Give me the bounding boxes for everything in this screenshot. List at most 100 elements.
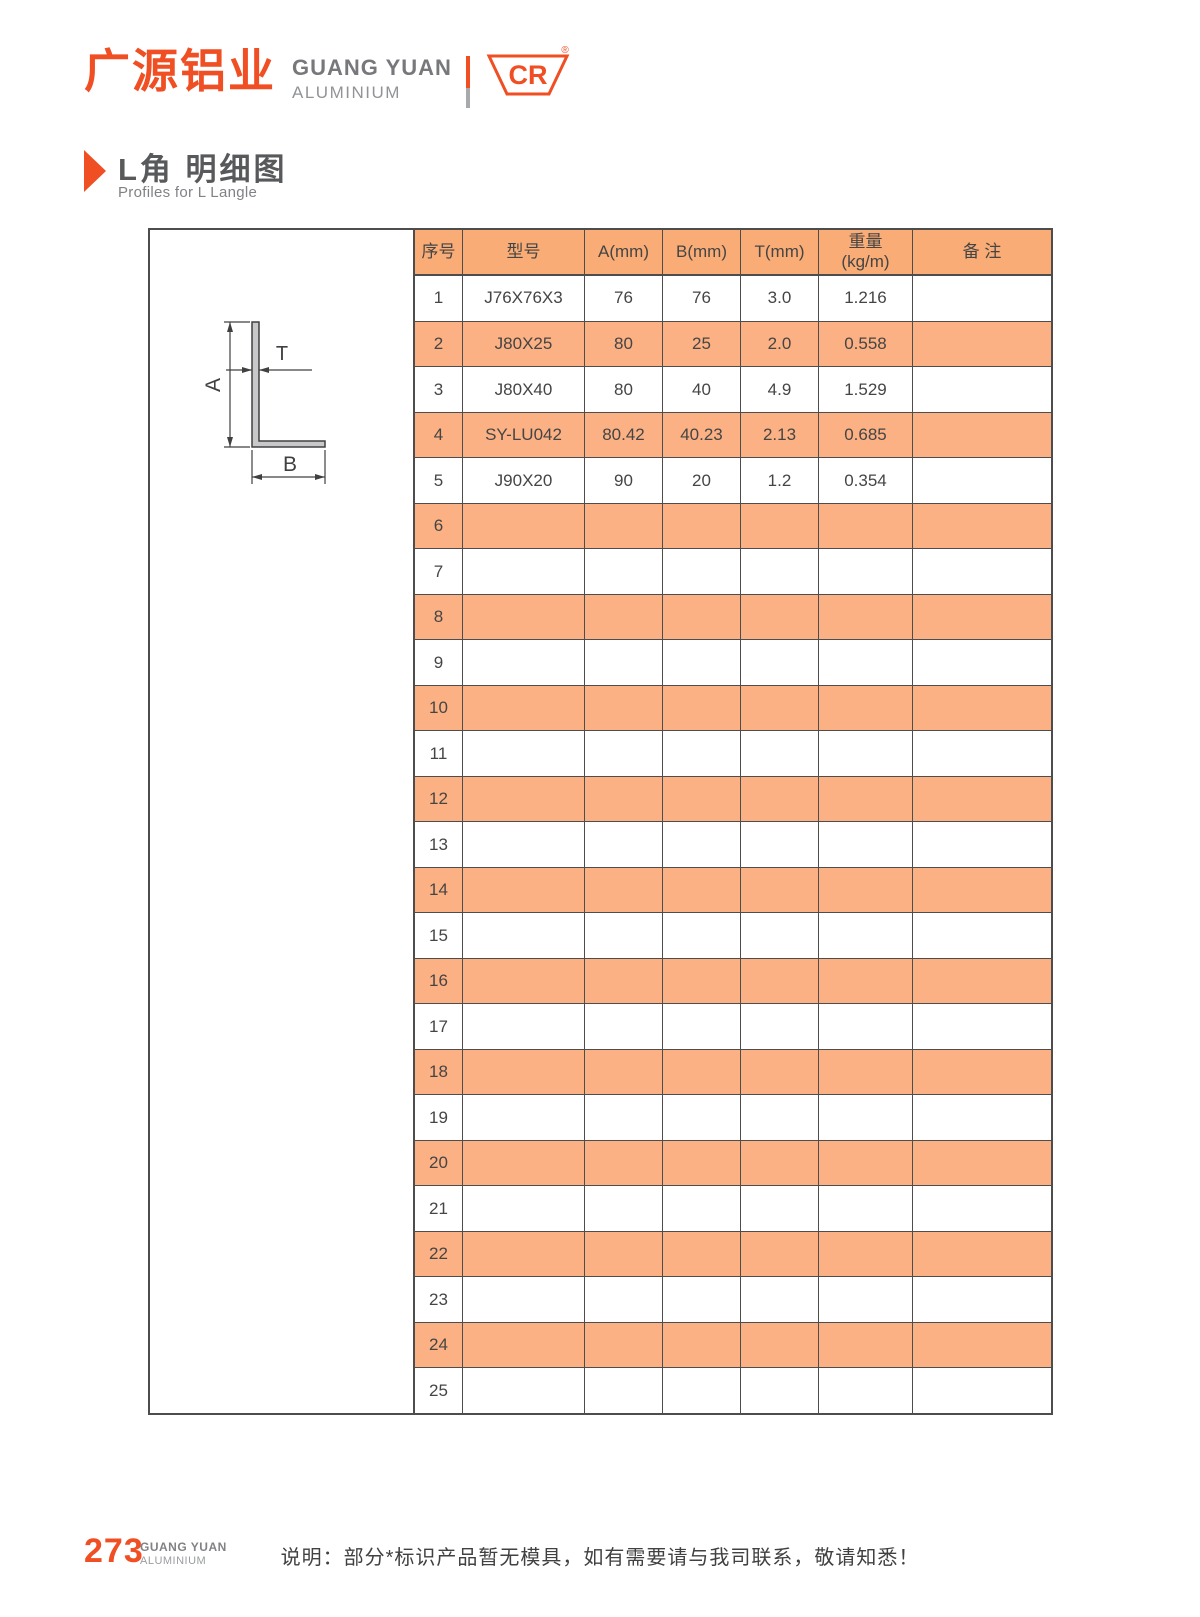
column-header: A(mm)	[585, 230, 663, 274]
cell-model	[463, 822, 585, 867]
cell-remark	[913, 777, 1051, 822]
table-row: 25	[415, 1368, 1051, 1413]
cell-t	[741, 1368, 819, 1413]
column-header: 序号	[415, 230, 463, 274]
cell-t: 1.2	[741, 458, 819, 503]
cell-b	[663, 594, 741, 640]
table-row: 5 J90X20 90 20 1.2 0.354	[415, 458, 1051, 504]
cell-t	[741, 1049, 819, 1095]
cell-weight	[819, 822, 913, 867]
cell-model	[463, 1140, 585, 1186]
cell-b	[663, 1322, 741, 1368]
cell-weight	[819, 1277, 913, 1322]
table-row: 20	[415, 1140, 1051, 1187]
cell-a	[585, 1322, 663, 1368]
cell-weight	[819, 685, 913, 731]
cell-no: 13	[415, 822, 463, 867]
cell-weight: 1.216	[819, 276, 913, 321]
table-data-area: 序号 型号 A(mm) B(mm) T(mm) 重量 (kg/m) 备 注 1 J76X76X3…	[415, 230, 1051, 1413]
cell-b: 25	[663, 321, 741, 367]
cell-b	[663, 731, 741, 776]
cell-weight: 0.354	[819, 458, 913, 503]
footer-brand-line2: ALUMINIUM	[140, 1555, 207, 1567]
page-subtitle: Profiles for L Langle	[118, 184, 258, 201]
cell-no: 10	[415, 685, 463, 731]
cell-weight	[819, 640, 913, 685]
profiles-table: A T B 序号 型号 A(mm) B(mm) T(mm) 重量 (kg/m) 备 注 1 J7…	[148, 228, 1053, 1415]
cell-model	[463, 731, 585, 776]
cell-a	[585, 1186, 663, 1231]
cell-weight	[819, 1368, 913, 1413]
cell-b	[663, 1049, 741, 1095]
cell-remark	[913, 640, 1051, 685]
cell-no: 5	[415, 458, 463, 503]
cell-t	[741, 549, 819, 594]
cell-remark	[913, 1004, 1051, 1049]
cell-no: 9	[415, 640, 463, 685]
cell-a: 80	[585, 321, 663, 367]
cell-weight	[819, 1049, 913, 1095]
cell-weight	[819, 1004, 913, 1049]
cell-t	[741, 685, 819, 731]
cell-a	[585, 1231, 663, 1277]
cell-model: J80X40	[463, 367, 585, 412]
cell-model	[463, 1004, 585, 1049]
cell-model	[463, 913, 585, 958]
cell-model	[463, 549, 585, 594]
column-header: 型号	[463, 230, 585, 274]
dim-label-b: B	[283, 453, 297, 476]
table-row: 15	[415, 913, 1051, 959]
cell-no: 15	[415, 913, 463, 958]
cell-a	[585, 1095, 663, 1140]
cell-remark	[913, 504, 1051, 549]
cell-model	[463, 1049, 585, 1095]
l-angle-diagram: A T B	[202, 321, 326, 484]
cell-b	[663, 822, 741, 867]
cell-remark	[913, 822, 1051, 867]
cell-weight	[819, 1322, 913, 1368]
cell-t	[741, 822, 819, 867]
cell-t: 4.9	[741, 367, 819, 412]
cell-weight: 1.529	[819, 367, 913, 412]
cell-remark	[913, 367, 1051, 412]
cell-b: 40.23	[663, 412, 741, 458]
cell-weight	[819, 1231, 913, 1277]
footer-brand: GUANG YUAN ALUMINIUM	[140, 1541, 227, 1567]
logo-english-line1: GUANG YUAN	[292, 55, 452, 80]
cell-t	[741, 1004, 819, 1049]
cell-no: 4	[415, 412, 463, 458]
cell-remark	[913, 413, 1051, 458]
cell-model	[463, 1186, 585, 1231]
table-row: 9	[415, 640, 1051, 686]
cell-model	[463, 1095, 585, 1140]
profile-diagram-cell: A T B	[150, 230, 415, 1413]
cell-remark	[913, 913, 1051, 958]
table-row: 21	[415, 1186, 1051, 1232]
cell-weight	[819, 503, 913, 549]
cell-model	[463, 640, 585, 685]
cell-t	[741, 1140, 819, 1186]
cell-b	[663, 549, 741, 594]
cell-t	[741, 1231, 819, 1277]
cell-no: 17	[415, 1004, 463, 1049]
cell-no: 7	[415, 549, 463, 594]
cell-b	[663, 640, 741, 685]
cell-weight	[819, 1186, 913, 1231]
cell-a	[585, 867, 663, 913]
column-header: T(mm)	[741, 230, 819, 274]
cell-t	[741, 1322, 819, 1368]
cell-t	[741, 913, 819, 958]
column-header: 重量 (kg/m)	[819, 230, 913, 274]
cell-no: 21	[415, 1186, 463, 1231]
cell-t: 2.13	[741, 412, 819, 458]
cell-remark	[913, 686, 1051, 731]
cell-t	[741, 776, 819, 822]
table-row: 12	[415, 776, 1051, 823]
cell-model	[463, 1322, 585, 1368]
cell-no: 19	[415, 1095, 463, 1140]
cell-no: 8	[415, 594, 463, 640]
cell-a	[585, 640, 663, 685]
cell-model	[463, 685, 585, 731]
table-row: 7	[415, 549, 1051, 595]
